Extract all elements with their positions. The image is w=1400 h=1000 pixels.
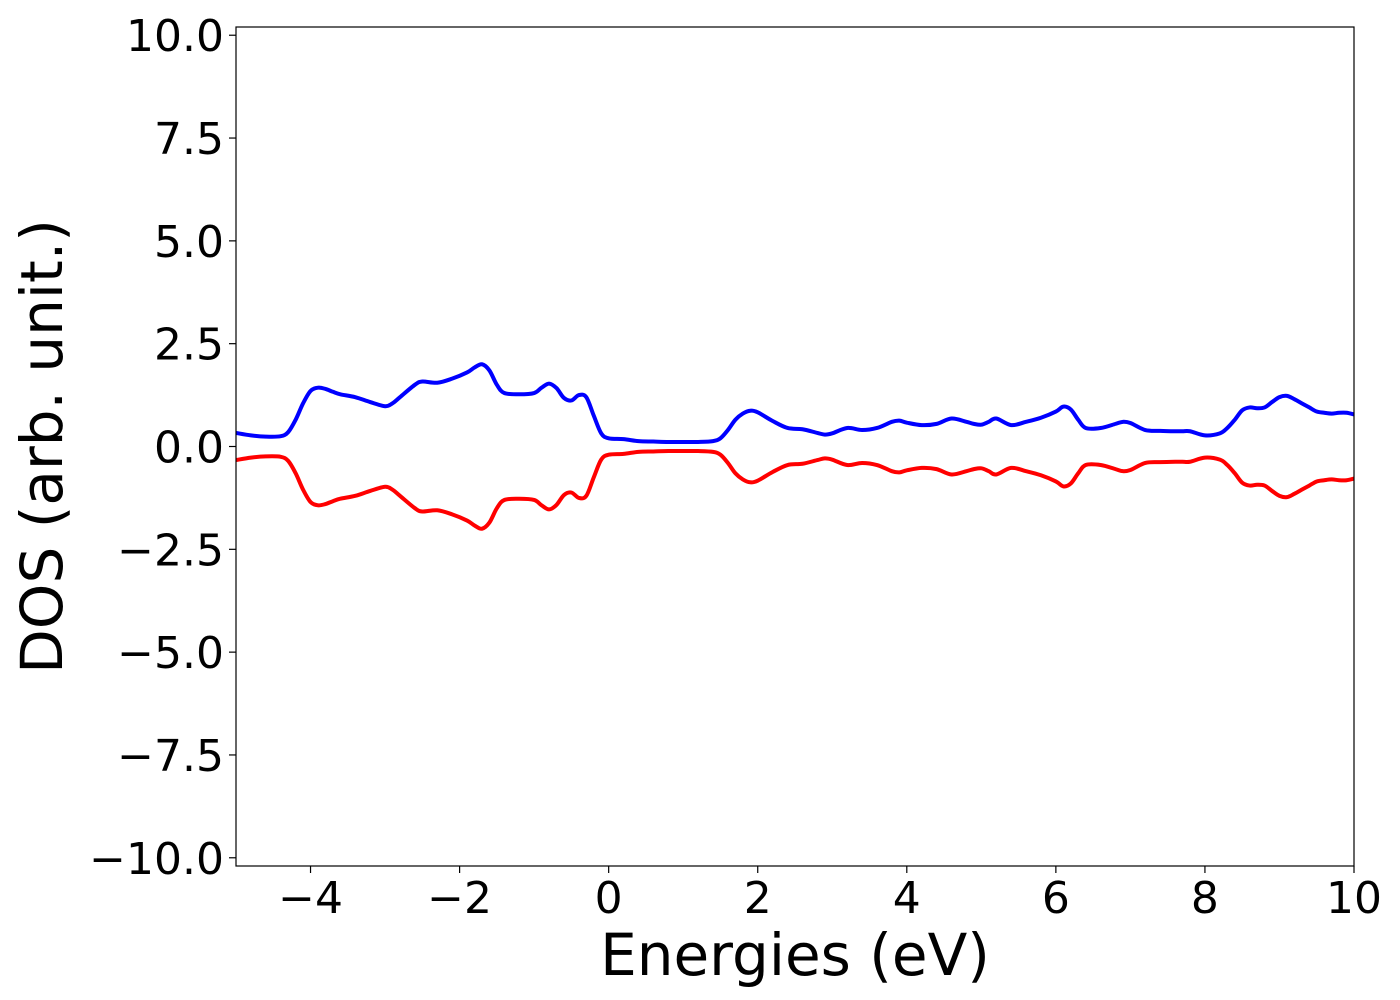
x-tick-label: 4 — [893, 873, 921, 924]
series-line-up — [236, 362, 1354, 445]
series-line-down — [236, 448, 1354, 531]
x-tick-label: 2 — [744, 873, 772, 924]
y-tick-label: 0.0 — [154, 423, 224, 474]
x-axis-label: Energies (eV) — [600, 921, 990, 989]
x-tick-label: 6 — [1042, 873, 1070, 924]
x-ticks: −4 −2 0 2 4 6 8 10 — [278, 866, 1382, 924]
y-tick-label: −2.5 — [117, 525, 224, 576]
series-layer — [236, 362, 1354, 531]
y-axis-label: DOS (arb. unit.) — [8, 219, 76, 674]
x-tick-label: 8 — [1191, 873, 1219, 924]
y-tick-label: −10.0 — [89, 834, 224, 885]
x-tick-label: 0 — [595, 873, 623, 924]
y-tick-label: 2.5 — [154, 320, 224, 371]
y-tick-label: −5.0 — [117, 628, 224, 679]
x-tick-label: −4 — [278, 873, 343, 924]
y-tick-label: 5.0 — [154, 217, 224, 268]
y-tick-label: −7.5 — [117, 731, 224, 782]
x-tick-label: 10 — [1326, 873, 1382, 924]
x-tick-label: −2 — [427, 873, 492, 924]
y-ticks: 10.0 7.5 5.0 2.5 0.0 −2.5 −5.0 −7.5 −10.0 — [89, 11, 236, 885]
y-tick-label: 7.5 — [154, 114, 224, 165]
y-tick-label: 10.0 — [126, 11, 224, 62]
